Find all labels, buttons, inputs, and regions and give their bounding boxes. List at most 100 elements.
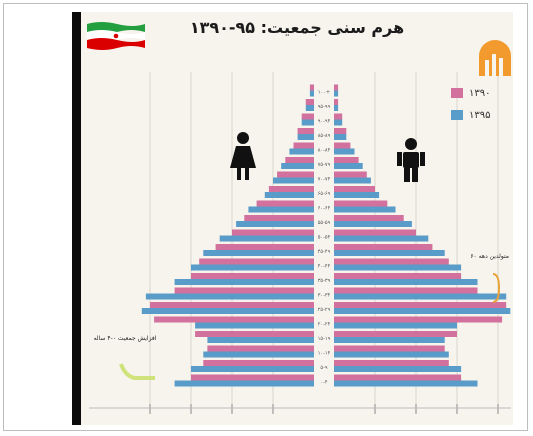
male-bar-1395	[334, 264, 462, 271]
female-bar-1395	[281, 163, 314, 169]
female-bar-1390	[191, 273, 314, 279]
age-group-label: ۲۵-۲۹	[318, 307, 331, 313]
female-bar-1395	[141, 308, 314, 314]
age-group-label: ۹۵-۹۹	[318, 104, 331, 110]
age-group-label: ۵۵-۵۹	[318, 220, 331, 226]
age-group-label: ۷۰-۷۴	[318, 177, 331, 183]
male-bar-1390	[334, 360, 449, 366]
male-bar-1395	[334, 134, 347, 140]
female-bar-1395	[273, 177, 314, 184]
male-bar-1390	[334, 331, 457, 337]
male-bar-1395	[334, 221, 412, 227]
age-group-label: ۶۵-۶۹	[318, 191, 331, 197]
female-bar-1395	[203, 351, 314, 358]
legend-label-1395: ۱۳۹۵	[469, 109, 491, 121]
male-bar-1390	[334, 244, 433, 250]
age-group-label: ۱۰۰+	[318, 90, 330, 96]
female-bar-1390	[285, 157, 314, 163]
male-bar-1390	[334, 229, 416, 236]
female-bar-1395	[207, 337, 314, 343]
female-bar-1390	[154, 316, 314, 323]
female-bar-1390	[244, 215, 314, 221]
annotations: متولدین دهه ۶۰ افزایش جمعیت ۰-۴ ساله	[94, 253, 509, 380]
male-bar-1390	[334, 113, 343, 120]
female-bar-1390	[297, 128, 314, 134]
female-bar-1390	[191, 374, 314, 381]
female-bar-1390	[207, 345, 314, 352]
male-bar-1390	[334, 374, 462, 381]
age-group-label: ۵-۹	[320, 365, 327, 371]
female-bar-1390	[215, 244, 314, 250]
age-group-labels: ۰-۴ ۵-۹ ۱۰-۱۴ ۱۵-۱۹ ۲۰-۲۴ ۲۵-۲۹ ۳۰-۳۴ ۳۵-۳۹ ۴۰-۴…	[318, 90, 331, 386]
male-bar-1395	[334, 250, 445, 256]
female-bar-1390	[174, 287, 314, 294]
male-bar-1395	[334, 235, 429, 242]
female-bar-1395	[289, 148, 314, 155]
male-bar-1390	[334, 287, 478, 294]
annotation-growth-0-4: افزایش جمعیت ۰-۴ ساله	[94, 335, 157, 342]
male-bar-1390	[334, 84, 339, 91]
age-group-label: ۵۰-۵۴	[318, 235, 331, 241]
male-bar-1390	[334, 273, 462, 279]
chart-legend: ۱۳۹۰ ۱۳۹۵	[451, 82, 513, 126]
male-bar-1395	[334, 322, 457, 329]
female-bar-1395	[301, 119, 314, 126]
male-bar-1390	[334, 186, 375, 192]
male-bar-1395	[334, 351, 449, 358]
legend-item-1390: ۱۳۹۰	[451, 82, 513, 104]
male-bar-1395	[334, 279, 478, 285]
female-bar-1390	[232, 229, 314, 236]
female-bar-1395	[219, 235, 314, 242]
age-group-label: ۶۰-۶۴	[318, 206, 331, 212]
age-group-label: ۱۵-۱۹	[318, 336, 331, 342]
male-bar-1390	[334, 99, 339, 105]
female-bar-1395	[236, 221, 314, 227]
female-bar-1395	[145, 293, 314, 300]
male-bar-1395	[334, 105, 339, 111]
male-bar-1395	[334, 206, 396, 213]
female-bar-1395	[203, 250, 314, 256]
female-bar-1390	[199, 258, 314, 265]
female-bar-1390	[203, 360, 314, 366]
annotation-born-1360s: متولدین دهه ۶۰	[470, 253, 509, 260]
male-bar-1395	[334, 337, 445, 343]
male-bar-1390	[334, 215, 404, 221]
female-bar-1390	[150, 302, 314, 308]
female-bar-1390	[305, 99, 314, 105]
male-bar-1395	[334, 119, 343, 126]
female-bar-1390	[277, 171, 314, 178]
female-bar-1390	[301, 113, 314, 120]
male-bar-1390	[334, 302, 507, 308]
male-bar-1390	[334, 157, 359, 163]
female-bar-1390	[256, 200, 314, 207]
age-group-label: ۸۵-۸۹	[318, 133, 331, 139]
male-bar-1390	[334, 258, 449, 265]
female-bar-1395	[264, 192, 314, 198]
age-group-label: ۳۵-۳۹	[318, 278, 331, 284]
age-group-label: ۰-۴	[320, 380, 327, 386]
legend-label-1390: ۱۳۹۰	[469, 87, 491, 99]
male-bar-1395	[334, 90, 339, 97]
legend-swatch-1390	[451, 88, 463, 98]
female-bar-1390	[195, 331, 314, 337]
chart-title: هرم سنی جمعیت: ۹۵-۱۳۹۰	[189, 18, 405, 37]
age-group-label: ۴۰-۴۴	[318, 264, 331, 270]
male-bar-1395	[334, 308, 511, 314]
male-figure-icon	[397, 138, 425, 182]
pyramid-bars	[141, 84, 511, 387]
age-group-label: ۹۰-۹۴	[318, 119, 331, 125]
annotation-highlight	[119, 363, 155, 380]
male-bar-1395	[334, 366, 462, 372]
female-bar-1395	[191, 264, 314, 271]
female-figure-icon	[230, 132, 256, 180]
statistics-center-logo-icon	[479, 40, 511, 76]
iran-flag-icon	[87, 22, 145, 50]
female-bar-1390	[309, 84, 314, 91]
male-bar-1395	[334, 177, 371, 184]
male-bar-1390	[334, 142, 351, 149]
pyramid-svg: ۰-۴ ۵-۹ ۱۰-۱۴ ۱۵-۱۹ ۲۰-۲۴ ۲۵-۲۹ ۳۰-۳۴ ۳۵-۳۹ ۴۰-۴…	[87, 22, 511, 414]
screenshot-frame	[3, 3, 528, 431]
female-bar-1395	[305, 105, 314, 111]
female-bar-1390	[293, 142, 314, 149]
male-bar-1395	[334, 192, 380, 198]
